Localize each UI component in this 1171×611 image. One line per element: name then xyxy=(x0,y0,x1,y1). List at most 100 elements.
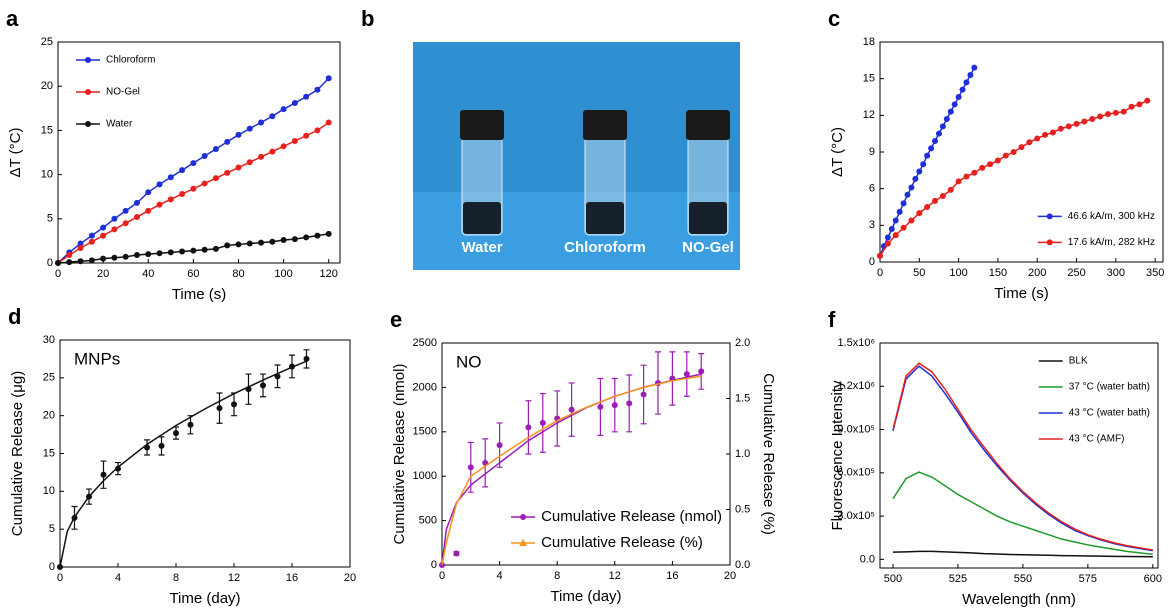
vial-cap xyxy=(686,110,730,140)
y-tick-label: 6 xyxy=(869,183,875,195)
series-line xyxy=(59,360,307,568)
marker xyxy=(519,539,528,547)
marker xyxy=(597,403,604,410)
marker xyxy=(77,258,84,265)
marker xyxy=(187,421,194,428)
marker xyxy=(269,113,276,120)
marker xyxy=(971,169,978,176)
annotation: NO xyxy=(456,352,482,371)
marker xyxy=(115,465,121,472)
x-tick-label: 20 xyxy=(97,268,109,280)
marker xyxy=(216,405,223,412)
marker xyxy=(640,391,647,398)
marker xyxy=(66,252,73,259)
marker xyxy=(1046,213,1053,220)
marker xyxy=(258,153,265,160)
legend-label: Cumulative Release (nmol) xyxy=(541,508,722,525)
y-tick-label: 0 xyxy=(49,561,55,573)
y-tick-label: 30 xyxy=(43,334,55,346)
marker xyxy=(224,138,231,145)
marker xyxy=(955,94,962,100)
marker xyxy=(269,148,276,155)
marker xyxy=(1002,152,1009,159)
y-axis-label: Cumulative Release (μg) xyxy=(9,371,26,536)
marker xyxy=(55,260,61,266)
vial-cap xyxy=(583,110,627,140)
x-tick-label: 0 xyxy=(57,572,63,584)
marker xyxy=(269,238,276,245)
marker xyxy=(100,224,107,231)
marker xyxy=(122,253,129,260)
marker xyxy=(1010,149,1017,155)
marker xyxy=(900,224,907,231)
marker xyxy=(235,241,242,248)
x-tick-label: 60 xyxy=(187,268,199,280)
x-axis-label: Time (s) xyxy=(994,285,1048,302)
marker xyxy=(325,230,332,237)
y-tick-label: 9.0x10⁵ xyxy=(837,423,875,435)
marker xyxy=(280,143,287,150)
marker xyxy=(520,514,527,521)
x-tick-label: 300 xyxy=(1107,267,1125,279)
x-axis-label: Time (day) xyxy=(169,590,240,607)
marker xyxy=(156,181,163,188)
marker xyxy=(959,86,966,93)
marker xyxy=(258,239,265,246)
legend-label: Chloroform xyxy=(106,55,155,66)
marker xyxy=(979,164,986,171)
marker xyxy=(260,382,266,389)
marker xyxy=(85,57,91,63)
series-line xyxy=(57,121,330,264)
x-tick-label: 16 xyxy=(286,572,298,584)
marker xyxy=(877,252,883,259)
marker xyxy=(303,132,310,139)
marker xyxy=(66,259,73,266)
y-tick-label: 10 xyxy=(43,485,55,497)
x-tick-label: 120 xyxy=(320,268,338,280)
marker xyxy=(235,131,242,138)
x-tick-label: 0 xyxy=(55,268,61,280)
marker xyxy=(947,186,954,193)
marker xyxy=(100,232,107,239)
y-axis-label: Cumulative Release (nmol) xyxy=(391,364,408,545)
legend: BLK 37 °C (water bath) 43 °C (water bath) 4… xyxy=(1038,356,1150,445)
legend-label: BLK xyxy=(1069,356,1088,367)
x-tick-label: 550 xyxy=(1014,573,1032,585)
marker xyxy=(1034,135,1041,142)
legend-label: NO-Gel xyxy=(106,87,140,98)
vial-liquid xyxy=(586,202,624,234)
y2-tick-label: 2.0 xyxy=(735,337,750,349)
marker xyxy=(916,210,923,217)
y-tick-label: 1.5x10⁶ xyxy=(837,337,875,349)
marker xyxy=(201,246,208,253)
marker xyxy=(167,249,174,256)
marker xyxy=(88,257,95,264)
x-tick-label: 4 xyxy=(115,572,121,584)
x-tick-label: 8 xyxy=(554,570,560,582)
marker xyxy=(1112,109,1119,116)
marker xyxy=(156,201,163,208)
marker xyxy=(100,471,107,478)
marker xyxy=(626,400,633,407)
y-tick-label: 15 xyxy=(43,447,55,459)
marker xyxy=(190,185,197,192)
marker xyxy=(935,130,942,137)
plot-frame xyxy=(57,41,341,264)
legend: 46.6 kA/m, 300 kHz 17.6 kA/m, 282 kHz xyxy=(1037,211,1155,248)
marker xyxy=(167,174,174,181)
y2-tick-label: 0.5 xyxy=(735,503,750,515)
x-tick-label: 200 xyxy=(1028,267,1046,279)
marker xyxy=(235,164,242,171)
marker xyxy=(190,247,197,254)
marker xyxy=(1128,103,1135,110)
marker xyxy=(201,153,208,160)
marker xyxy=(916,168,923,175)
marker xyxy=(967,72,974,78)
marker xyxy=(158,442,165,449)
marker xyxy=(955,178,962,185)
y-tick-label: 2500 xyxy=(413,337,437,349)
plot-frame xyxy=(879,41,1164,263)
vial-liquid xyxy=(463,202,501,234)
marker xyxy=(133,199,140,206)
